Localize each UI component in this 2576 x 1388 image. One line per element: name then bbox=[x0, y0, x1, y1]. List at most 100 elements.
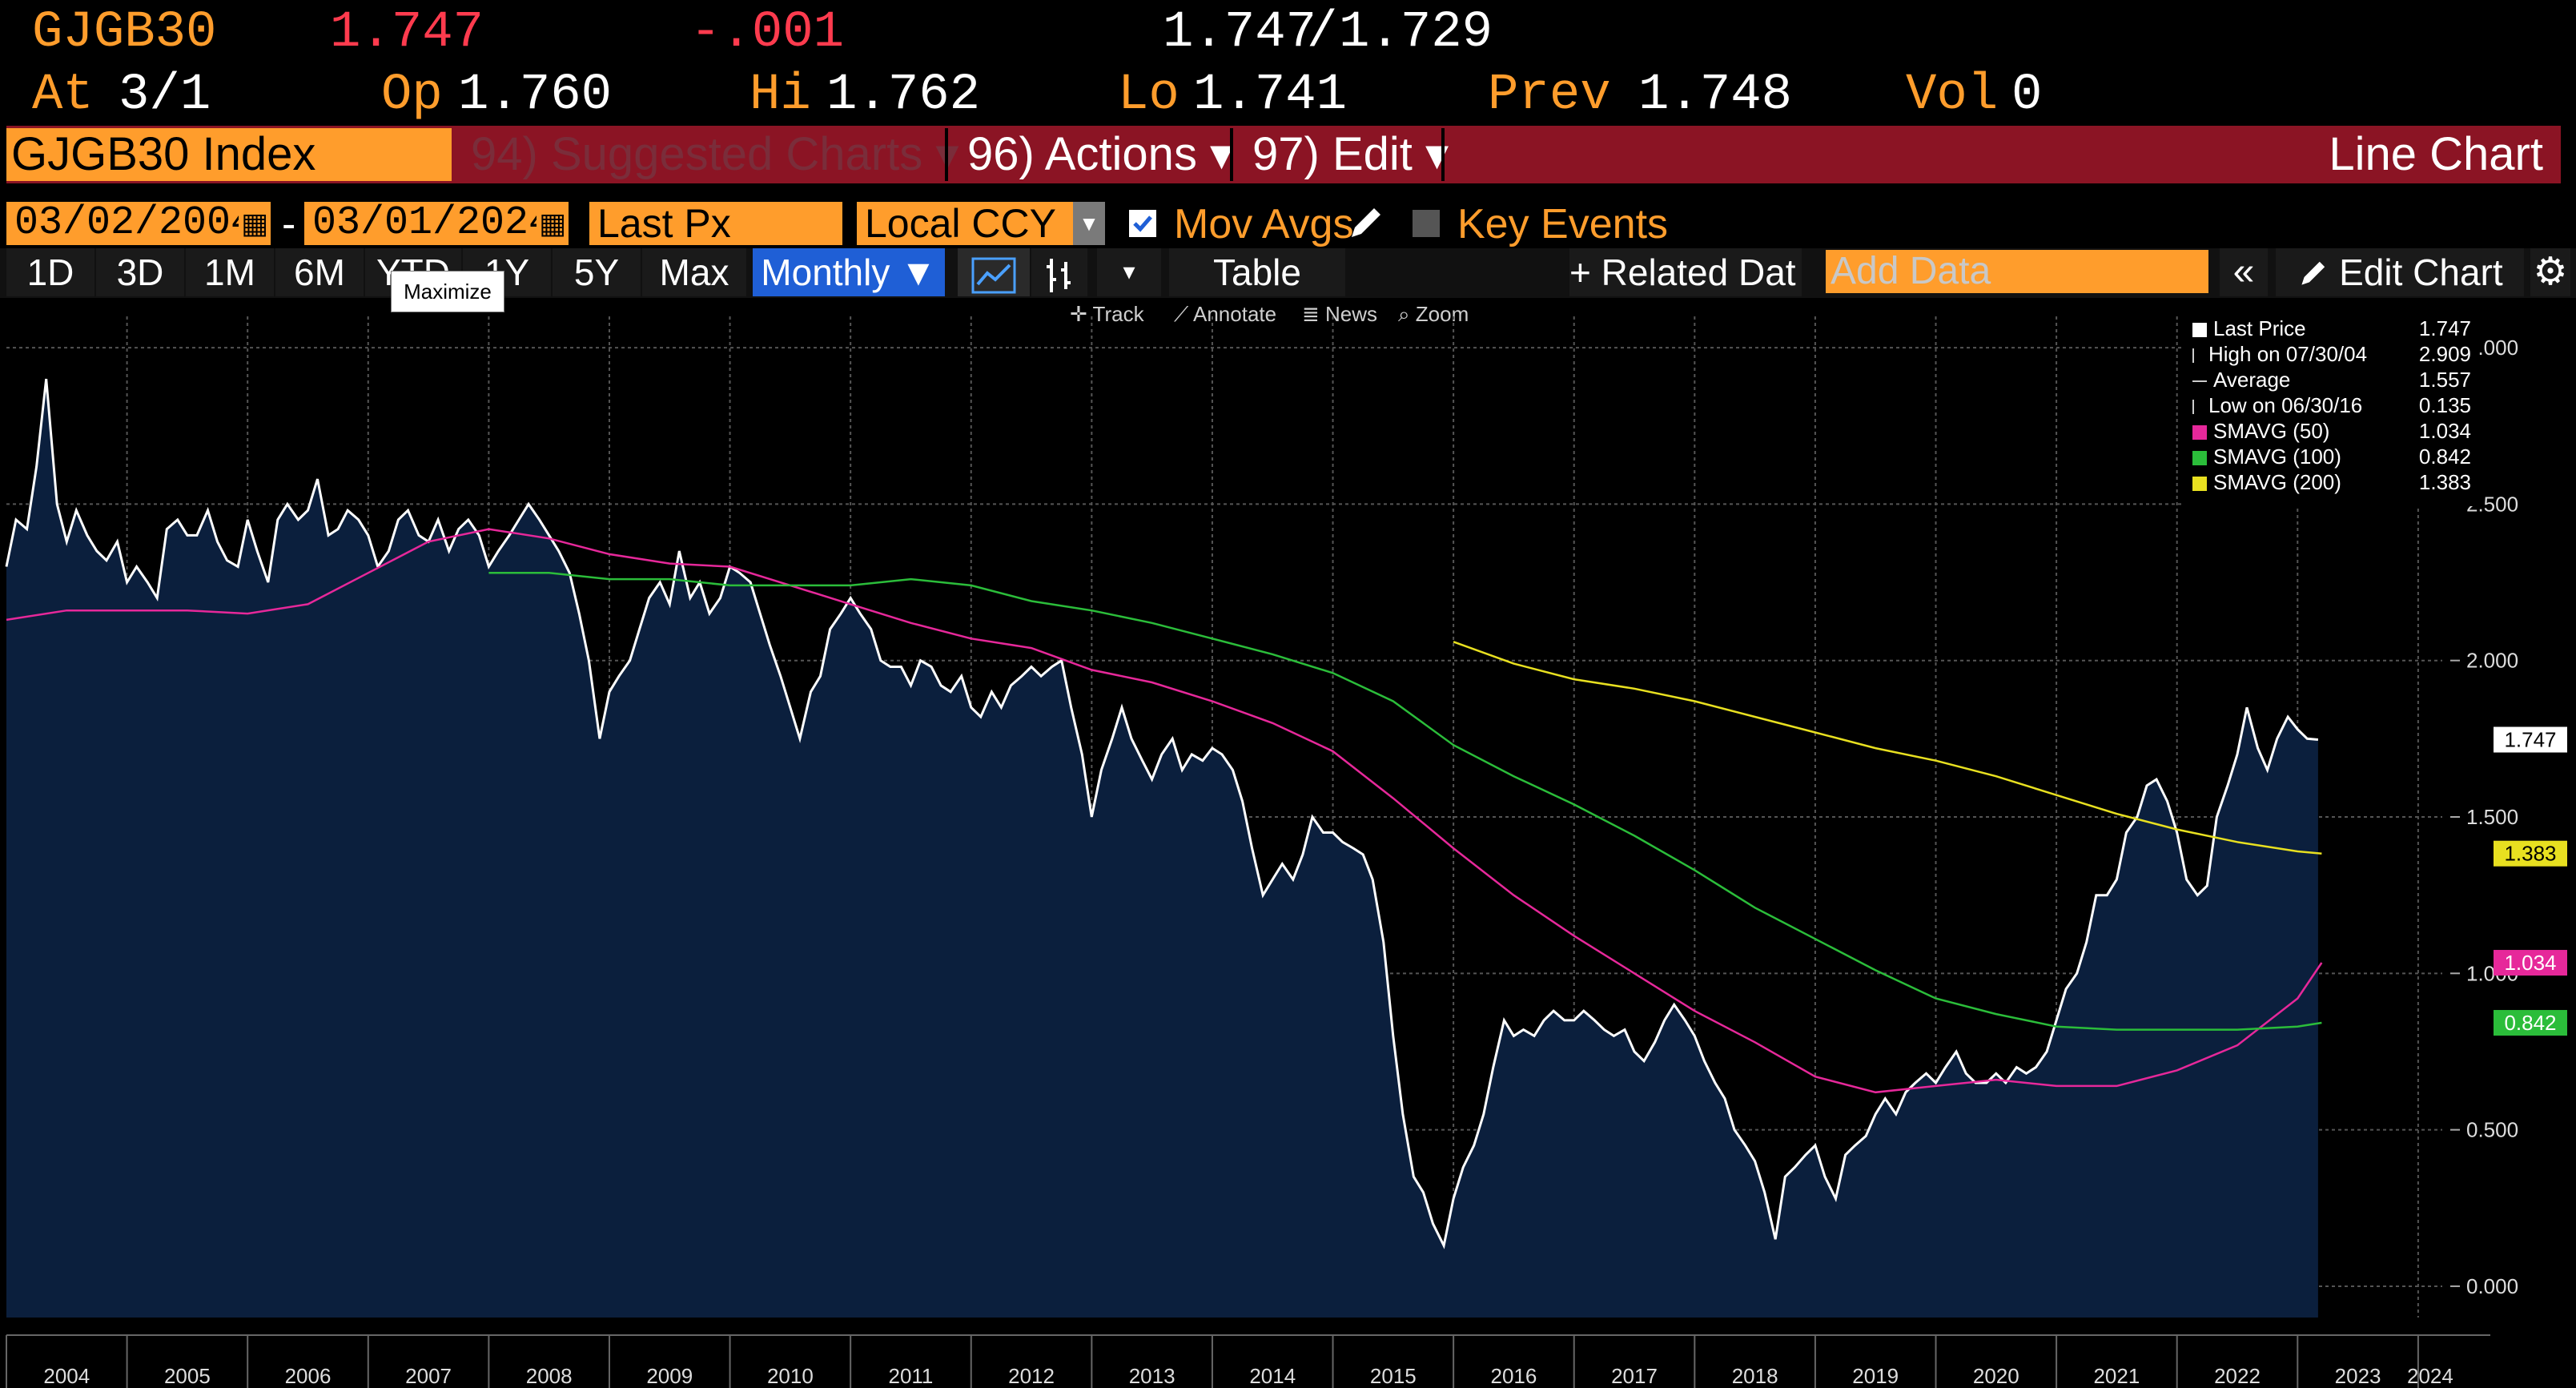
key-events-label[interactable]: Key Events bbox=[1457, 201, 1669, 247]
legend-label: SMAVG (50) bbox=[2213, 419, 2330, 443]
series-line-sma200 bbox=[1453, 641, 2322, 855]
legend-item-sma50: SMAVG (50) bbox=[2192, 418, 2329, 444]
last-price: 1.747 bbox=[330, 4, 484, 62]
annotate-tool[interactable]: ⟋ Annotate bbox=[1174, 298, 1276, 330]
period-max[interactable]: Max bbox=[642, 248, 746, 296]
edit-chart-label: Edit Chart bbox=[2339, 251, 2503, 293]
legend-item-average: Average bbox=[2192, 367, 2290, 392]
period-1d[interactable]: 1D bbox=[6, 248, 94, 296]
low-value: 1.741 bbox=[1193, 66, 1348, 124]
y-tick-label: 0.500 bbox=[2466, 1118, 2518, 1142]
menu-divider bbox=[945, 128, 948, 181]
annotate-label: Annotate bbox=[1193, 302, 1277, 326]
track-tool[interactable]: ✛ Track bbox=[1070, 298, 1144, 330]
chevron-down-icon[interactable]: ▼ bbox=[1073, 202, 1105, 245]
calendar-icon[interactable]: ▦ bbox=[536, 202, 569, 245]
series-line-sma100 bbox=[488, 572, 2322, 1031]
frequency-select[interactable]: Monthly ▼ bbox=[753, 248, 945, 296]
y-tick-label: 2.000 bbox=[2466, 649, 2518, 673]
legend-swatch bbox=[2192, 477, 2207, 491]
key-events-checkbox[interactable] bbox=[1413, 210, 1440, 237]
date-range-dash: - bbox=[282, 201, 296, 247]
legend-label: SMAVG (200) bbox=[2213, 470, 2341, 494]
x-tick-label: 2018 bbox=[1732, 1364, 1778, 1388]
period-5y[interactable]: 5Y bbox=[553, 248, 641, 296]
series-line-last-price bbox=[5, 378, 2319, 1249]
edit-chart-button[interactable]: Edit Chart bbox=[2276, 248, 2524, 296]
x-tick-label: 2015 bbox=[1370, 1364, 1417, 1388]
actions-menu[interactable]: 96) Actions ▾ bbox=[967, 128, 1234, 180]
y-tick-label: 1.500 bbox=[2466, 805, 2518, 829]
collapse-icon[interactable]: « bbox=[2220, 248, 2268, 296]
legend-value: 0.842 bbox=[2418, 445, 2471, 469]
period-1m[interactable]: 1M bbox=[186, 248, 274, 296]
legend-value: 1.034 bbox=[2418, 419, 2471, 443]
legend-value: 1.383 bbox=[2418, 470, 2471, 494]
gear-icon[interactable]: ⚙ bbox=[2530, 248, 2570, 296]
annotate-icon: ⟋ bbox=[1174, 302, 1193, 326]
net-change: -.001 bbox=[690, 4, 845, 62]
legend-item-high: High on 07/30/04 bbox=[2192, 341, 2367, 367]
x-tick-label: 2004 bbox=[43, 1364, 90, 1388]
chart-legend: Last Price 1.747 High on 07/30/04 2.909 … bbox=[2184, 314, 2478, 506]
add-data-input[interactable]: Add Data bbox=[1826, 250, 2208, 293]
y-tick-label: 0.000 bbox=[2466, 1274, 2518, 1298]
edit-menu[interactable]: 97) Edit ▾ bbox=[1252, 128, 1449, 180]
zoom-tool[interactable]: ⌕ Zoom bbox=[1398, 298, 1469, 330]
x-tick-label: 2021 bbox=[2093, 1364, 2140, 1388]
bid-ask-separator: / bbox=[1307, 4, 1338, 62]
x-tick-label: 2014 bbox=[1249, 1364, 1296, 1388]
legend-swatch bbox=[2192, 451, 2207, 465]
mov-avgs-label[interactable]: Mov Avgs bbox=[1174, 201, 1354, 247]
chevron-down-icon[interactable]: ▾ bbox=[1097, 248, 1161, 296]
zoom-label: Zoom bbox=[1415, 302, 1469, 326]
maximize-tooltip: Maximize bbox=[391, 271, 504, 312]
x-tick-label: 2017 bbox=[1611, 1364, 1658, 1388]
price-tag bbox=[2494, 840, 2567, 867]
price-field-select[interactable]: Last Px bbox=[589, 202, 842, 245]
open-value: 1.760 bbox=[458, 66, 613, 124]
bar-chart-icon[interactable] bbox=[1031, 248, 1087, 296]
volume-label: Vol bbox=[1906, 66, 1999, 124]
x-tick-label: 2006 bbox=[285, 1364, 332, 1388]
calendar-icon[interactable]: ▦ bbox=[239, 202, 271, 245]
volume-value: 0 bbox=[2011, 66, 2043, 124]
mov-avgs-checkbox[interactable] bbox=[1129, 210, 1156, 237]
legend-item-sma100: SMAVG (100) bbox=[2192, 444, 2341, 469]
legend-item-sma200: SMAVG (200) bbox=[2192, 469, 2341, 495]
pencil-icon bbox=[2301, 261, 2325, 285]
chart-type-label[interactable]: Line Chart bbox=[2329, 128, 2543, 180]
x-tick-label: 2023 bbox=[2335, 1364, 2381, 1388]
bid-price: 1.747 bbox=[1163, 4, 1317, 62]
table-button[interactable]: Table bbox=[1169, 248, 1345, 296]
related-data-button[interactable]: + Related Dat bbox=[1569, 248, 1802, 296]
zoom-icon: ⌕ bbox=[1398, 302, 1416, 326]
pencil-icon[interactable] bbox=[1345, 203, 1385, 247]
price-tag-label: 1.383 bbox=[2504, 842, 2556, 866]
legend-label: Low on 06/30/16 bbox=[2208, 393, 2363, 417]
price-tag-label: 1.034 bbox=[2504, 951, 2556, 975]
x-tick-label: 2005 bbox=[164, 1364, 211, 1388]
period-3d[interactable]: 3D bbox=[96, 248, 184, 296]
line-chart-icon[interactable] bbox=[958, 248, 1030, 296]
add-data-placeholder: Add Data bbox=[1831, 250, 1991, 292]
period-6m[interactable]: 6M bbox=[275, 248, 364, 296]
news-tool[interactable]: ≣ News bbox=[1302, 298, 1377, 330]
legend-value: 0.135 bbox=[2418, 393, 2471, 417]
legend-swatch bbox=[2192, 323, 2207, 337]
open-label: Op bbox=[381, 66, 443, 124]
security-field[interactable]: GJGB30 Index bbox=[6, 128, 452, 181]
low-marker-icon bbox=[2192, 400, 2202, 414]
currency-select[interactable]: Local CCY bbox=[857, 202, 1073, 245]
x-tick-label: 2011 bbox=[888, 1364, 933, 1388]
end-date-input[interactable]: 03/01/2024 bbox=[304, 202, 553, 245]
x-tick-label: 2020 bbox=[1973, 1364, 2019, 1388]
legend-value: 1.747 bbox=[2418, 316, 2471, 340]
start-date-input[interactable]: 03/02/2004 bbox=[6, 202, 255, 245]
legend-label: Last Price bbox=[2213, 316, 2306, 340]
legend-item-last-price: Last Price bbox=[2192, 316, 2306, 341]
price-tag-label: 1.747 bbox=[2504, 728, 2556, 752]
suggested-charts-menu[interactable]: 94) Suggested Charts ▾ bbox=[471, 128, 959, 180]
prev-value: 1.748 bbox=[1638, 66, 1793, 124]
